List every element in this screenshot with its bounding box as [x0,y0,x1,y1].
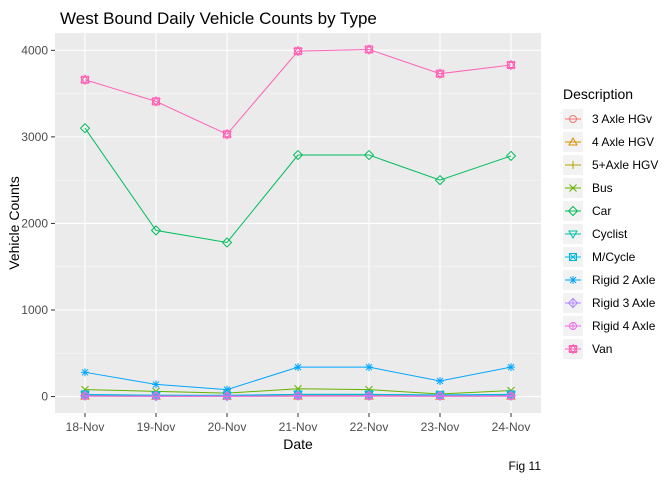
x-tick-label: 22-Nov [350,420,389,434]
legend-label: Rigid 4 Axle [592,319,656,333]
data-point [222,128,232,140]
legend-key-marker [568,230,578,240]
legend-label: 3 Axle HGv [592,112,652,126]
legend-item: 5+Axle HGV [563,155,658,175]
legend-label: Rigid 2 Axle [592,273,656,287]
data-point [152,392,160,401]
legend-label: Van [592,342,612,356]
legend-key-marker [569,161,577,169]
legend-item: M/Cycle [563,247,636,267]
data-point [152,380,160,389]
chart-title: West Bound Daily Vehicle Counts by Type [60,9,377,28]
x-axis: 18-Nov 19-Nov 20-Nov 21-Nov 22-Nov 23-Nov 24-N… [66,413,531,434]
legend-key-marker [567,297,579,309]
data-point [80,74,90,86]
legend-key-marker [569,253,577,261]
y-tick-label: 2000 [21,216,48,230]
figure-caption: Fig 11 [509,459,542,473]
series-4 [79,123,517,248]
data-point [79,123,91,134]
x-tick-label: 23-Nov [421,420,460,434]
data-point [81,368,89,377]
legend-item: Rigid 3 Axle [563,293,656,313]
data-point [436,392,444,401]
series-line [84,48,512,135]
y-axis: 0 1000 2000 3000 4000 [21,43,55,404]
data-point [435,68,445,80]
legend-key-marker [568,343,578,355]
legend-item: Car [563,201,611,221]
legend-label: 4 Axle HGV [592,135,654,149]
data-point [150,225,162,236]
x-tick-label: 21-Nov [279,420,318,434]
legend-label: M/Cycle [592,250,636,264]
data-point [293,45,303,57]
x-tick-label: 24-Nov [492,420,531,434]
legend-title: Description [563,86,633,102]
legend-item: Rigid 4 Axle [563,316,656,336]
y-axis-title: Vehicle Counts [6,176,22,269]
legend-key-marker [569,322,577,330]
series-10 [80,43,516,140]
legend-key-marker [569,115,577,123]
legend-label: Cyclist [592,227,628,241]
grid-lines [55,33,541,413]
legend-item: Cyclist [563,224,628,244]
y-tick-label: 0 [41,390,48,404]
data-point [223,392,231,401]
data-point [365,392,373,401]
data-point [507,392,515,401]
legend-label: Car [592,204,611,218]
data-point [507,363,515,372]
legend-key-marker [567,205,579,217]
data-point [434,174,446,186]
data-point [505,150,517,162]
series-layer [79,43,517,402]
legend-item: Rigid 2 Axle [563,270,656,290]
data-point [436,376,444,385]
legend-item: Bus [563,178,613,198]
series-line [84,127,512,244]
y-tick-label: 4000 [21,43,48,57]
y-tick-label: 3000 [21,130,48,144]
data-point [364,43,374,55]
data-point [294,363,302,372]
x-tick-label: 19-Nov [137,420,176,434]
legend-item: 3 Axle HGv [563,109,652,129]
data-point [221,237,233,248]
legend-key-marker [569,184,577,192]
data-point [506,59,516,71]
data-point [151,95,161,107]
legend-key-marker [568,136,578,146]
legend-key-marker [569,276,577,284]
data-point [81,392,89,401]
legend-label: Bus [592,181,613,195]
series-7 [81,363,515,394]
y-tick-label: 1000 [21,303,48,317]
legend-item: Van [563,339,612,359]
legend: 3 Axle HGv 4 Axle HGV 5+Axle HGV Bus Car Cycl… [563,109,658,359]
legend-item: 4 Axle HGV [563,132,654,152]
x-axis-title: Date [283,436,313,452]
x-tick-label: 18-Nov [66,420,105,434]
legend-label: 5+Axle HGV [592,158,658,172]
legend-label: Rigid 3 Axle [592,296,656,310]
data-point [292,149,304,161]
data-point [365,363,373,372]
x-tick-label: 20-Nov [208,420,247,434]
data-point [363,149,375,161]
data-point [294,392,302,401]
series-9 [81,392,515,401]
